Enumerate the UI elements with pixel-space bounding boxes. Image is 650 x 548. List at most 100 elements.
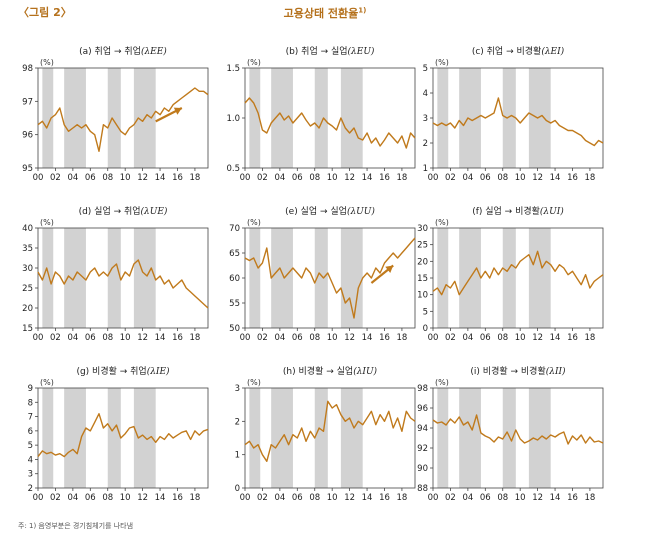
x-tick-label: 08 <box>497 333 508 343</box>
y-tick-label: 97 <box>22 97 33 107</box>
x-tick-label: 06 <box>292 333 303 343</box>
y-tick-label: 2 <box>235 417 240 427</box>
recession-band <box>249 68 260 168</box>
y-tick-label: 40 <box>22 224 33 234</box>
x-tick-label: 08 <box>102 493 113 503</box>
x-tick-label: 04 <box>462 493 473 503</box>
x-tick-label: 04 <box>274 333 285 343</box>
x-tick-label: 12 <box>344 333 355 343</box>
x-tick-label: 08 <box>309 333 320 343</box>
x-tick-label: 08 <box>309 493 320 503</box>
x-tick-label: 04 <box>274 173 285 183</box>
x-tick-label: 16 <box>379 493 390 503</box>
x-tick-label: 00 <box>33 493 44 503</box>
recession-band <box>529 68 551 168</box>
series-line <box>433 98 603 146</box>
chart-title: (e) 실업 → 실업(λUU) <box>285 206 375 217</box>
y-tick-label: 30 <box>417 224 428 234</box>
recession-band <box>64 388 86 488</box>
chart-title-symbol: (λEE) <box>141 46 167 57</box>
chart-grid: (a) 취업 → 취업(λEE)(%)959697980002040608101… <box>0 0 650 548</box>
y-tick-label: 5 <box>423 64 428 74</box>
recession-band <box>459 388 481 488</box>
footnote: 주: 1) 음영부분은 경기침체기를 나타냄 <box>18 521 133 531</box>
y-tick-label: 50 <box>229 324 240 334</box>
x-tick-label: 16 <box>567 493 578 503</box>
x-tick-label: 10 <box>120 333 131 343</box>
y-tick-label: 4 <box>28 455 33 465</box>
recession-band <box>437 388 448 488</box>
series-line <box>433 415 603 444</box>
recession-band <box>108 68 121 168</box>
plot-frame <box>245 68 415 168</box>
recession-band <box>341 68 363 168</box>
y-tick-label: 6 <box>28 427 33 437</box>
y-tick-label: 55 <box>229 299 240 309</box>
series-line <box>38 260 208 308</box>
y-tick-label: 98 <box>417 384 428 394</box>
x-tick-label: 06 <box>292 173 303 183</box>
x-tick-label: 18 <box>397 173 408 183</box>
chart-title: (f) 실업 → 비경활(λUI) <box>472 205 564 217</box>
x-tick-label: 16 <box>567 333 578 343</box>
x-tick-label: 04 <box>67 173 78 183</box>
recession-band <box>108 228 121 328</box>
chart-title: (h) 비경활 → 실업(λIU) <box>283 365 378 377</box>
x-tick-label: 02 <box>257 173 268 183</box>
y-tick-label: 96 <box>417 404 428 414</box>
x-tick-label: 12 <box>532 173 543 183</box>
recession-band <box>315 388 328 488</box>
y-tick-label: 25 <box>22 284 33 294</box>
chart-title: (g) 비경활 → 취업(λIE) <box>76 365 170 377</box>
x-tick-label: 10 <box>515 173 526 183</box>
x-tick-label: 06 <box>480 493 491 503</box>
x-tick-label: 18 <box>190 493 201 503</box>
x-tick-label: 12 <box>532 333 543 343</box>
x-tick-label: 12 <box>137 493 148 503</box>
x-tick-label: 14 <box>155 493 166 503</box>
x-tick-label: 08 <box>102 333 113 343</box>
x-tick-label: 10 <box>327 493 338 503</box>
y-tick-label: 15 <box>417 274 428 284</box>
x-tick-label: 06 <box>480 173 491 183</box>
recession-band <box>134 228 156 328</box>
x-tick-label: 10 <box>120 493 131 503</box>
x-tick-label: 14 <box>362 173 373 183</box>
series-line <box>245 98 415 148</box>
x-tick-label: 00 <box>240 493 251 503</box>
plot-frame <box>433 68 603 168</box>
x-tick-label: 02 <box>50 333 61 343</box>
x-tick-label: 12 <box>137 173 148 183</box>
x-tick-label: 06 <box>292 493 303 503</box>
x-tick-label: 04 <box>462 333 473 343</box>
chart-panel-1: (b) 취업 → 실업(λEU)(%)0.51.01.5000204060810… <box>226 46 415 183</box>
x-tick-label: 18 <box>190 173 201 183</box>
y-tick-label: 88 <box>417 484 428 494</box>
y-unit-label: (%) <box>247 58 261 67</box>
y-unit-label: (%) <box>247 378 261 387</box>
x-tick-label: 14 <box>155 173 166 183</box>
recession-band <box>529 228 551 328</box>
x-tick-label: 16 <box>172 493 183 503</box>
x-tick-label: 02 <box>50 173 61 183</box>
y-tick-label: 9 <box>28 384 33 394</box>
x-tick-label: 14 <box>155 333 166 343</box>
chart-panel-4: (e) 실업 → 실업(λUU)(%)505560657000020406081… <box>229 206 415 343</box>
y-tick-label: 3 <box>28 470 33 480</box>
y-tick-label: 98 <box>22 64 33 74</box>
x-tick-label: 10 <box>327 173 338 183</box>
series-line <box>245 401 415 461</box>
chart-title-symbol: (λEU) <box>348 46 375 57</box>
plot-frame <box>433 388 603 488</box>
y-unit-label: (%) <box>435 58 449 67</box>
series-line <box>38 88 208 151</box>
x-tick-label: 18 <box>585 333 596 343</box>
y-tick-label: 7 <box>28 413 33 423</box>
recession-band <box>42 228 53 328</box>
x-tick-label: 06 <box>480 333 491 343</box>
x-tick-label: 02 <box>50 493 61 503</box>
x-tick-label: 04 <box>274 493 285 503</box>
y-tick-label: 10 <box>417 291 428 301</box>
x-tick-label: 14 <box>550 173 561 183</box>
y-unit-label: (%) <box>40 218 54 227</box>
